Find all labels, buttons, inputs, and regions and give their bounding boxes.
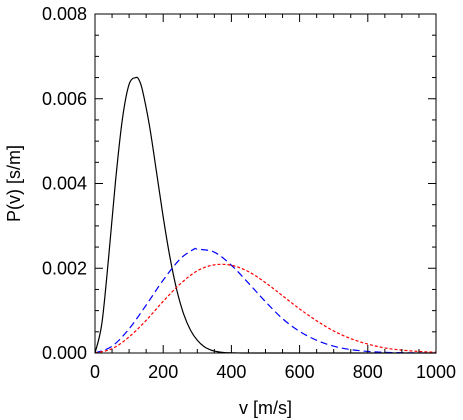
x-tick-label: 600 xyxy=(285,362,315,382)
plot-frame xyxy=(94,13,437,354)
series-line-3 xyxy=(94,263,437,354)
tick-label-layer: 0 200 400 600 800 1000 0.000 0.002 0.004 0.006 0.0… xyxy=(42,4,456,382)
y-tick-label: 0.004 xyxy=(42,174,87,194)
y-tick-label: 0.006 xyxy=(42,89,87,109)
x-tick-label: 800 xyxy=(353,362,383,382)
x-axis-title: v [m/s] xyxy=(239,398,292,418)
x-tick-label: 0 xyxy=(90,362,100,382)
x-tick-label: 1000 xyxy=(416,362,456,382)
y-tick-label: 0.000 xyxy=(42,343,87,363)
series-line-2 xyxy=(94,247,437,354)
x-tick-label: 400 xyxy=(216,362,246,382)
y-axis-title: P(v) [s/m] xyxy=(4,145,24,222)
y-tick-label: 0.008 xyxy=(42,4,87,24)
y-tick-label: 0.002 xyxy=(42,258,87,278)
x-tick-label: 200 xyxy=(148,362,178,382)
